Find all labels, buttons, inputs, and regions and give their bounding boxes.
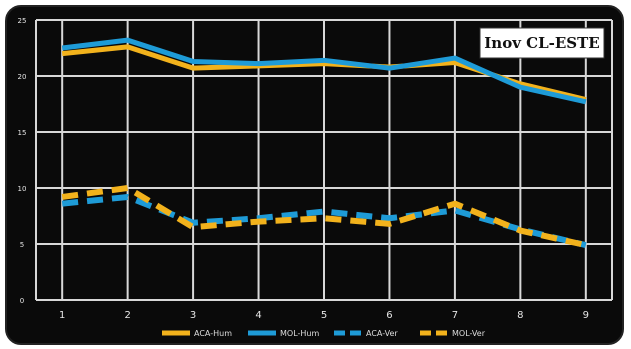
- x-tick-label: 1: [59, 310, 65, 321]
- legend-label: MOL-Ver: [452, 329, 486, 338]
- legend-label: ACA-Hum: [194, 329, 232, 338]
- x-tick-label: 5: [321, 310, 327, 321]
- chart-title: Inov CL-ESTE: [484, 34, 599, 52]
- legend-label: MOL-Hum: [280, 329, 319, 338]
- y-tick-label: 25: [18, 17, 27, 25]
- legend: ACA-Hum MOL-Hum ACA-Ver MOL-Ver: [162, 329, 486, 338]
- title-box: Inov CL-ESTE: [479, 27, 605, 59]
- y-tick-label: 0: [20, 297, 24, 305]
- x-tick-label: 7: [452, 310, 458, 321]
- y-tick-label: 10: [18, 185, 27, 193]
- y-tick-label: 20: [18, 73, 27, 81]
- series-line-mol-ver: [61, 185, 587, 249]
- x-tick-label: 4: [255, 310, 261, 321]
- x-tick-label: 2: [124, 310, 130, 321]
- x-tick-label: 8: [517, 310, 523, 321]
- title-box-bg: [479, 27, 605, 59]
- x-tick-label: 3: [190, 310, 196, 321]
- x-tick-label: 6: [386, 310, 392, 321]
- y-tick-label: 15: [18, 129, 27, 137]
- legend-label: ACA-Ver: [366, 329, 398, 338]
- y-tick-label: 5: [20, 241, 24, 249]
- series-line-aca-ver: [61, 193, 587, 249]
- x-tick-label: 9: [583, 310, 589, 321]
